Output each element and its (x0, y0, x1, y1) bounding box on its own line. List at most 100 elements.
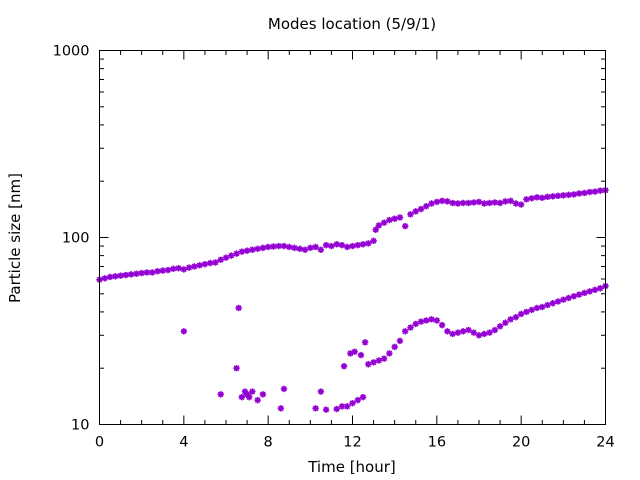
data-point (449, 199, 456, 207)
data-point (391, 215, 398, 222)
data-point (517, 201, 525, 208)
data-point (122, 271, 130, 279)
data-point (586, 188, 593, 196)
data-point (586, 288, 593, 295)
data-point (217, 391, 224, 398)
data-point (523, 196, 530, 203)
data-point (101, 275, 108, 282)
data-point (565, 294, 572, 302)
data-point (280, 385, 288, 393)
data-point (270, 243, 277, 250)
data-point (238, 393, 246, 401)
data-point (459, 199, 467, 207)
data-point (317, 246, 325, 253)
data-point (254, 396, 261, 404)
data-point (491, 199, 499, 206)
data-point (351, 348, 358, 355)
data-point (581, 289, 588, 297)
data-point (344, 403, 351, 410)
data-point (528, 306, 535, 314)
data-point (491, 326, 499, 334)
data-point (365, 240, 372, 247)
data-point (191, 263, 198, 270)
data-point (533, 304, 541, 312)
data-point (112, 273, 119, 280)
x-tick-label: 0 (95, 435, 104, 451)
data-point (412, 320, 419, 328)
data-point (333, 405, 340, 413)
data-point (502, 198, 509, 205)
data-point (312, 405, 319, 412)
data-point (570, 293, 578, 300)
data-point (196, 262, 203, 269)
axis-ticks: 0 4 8 12 16 20 24 10 100 1000 (53, 44, 615, 451)
data-point (502, 319, 509, 326)
data-point (340, 363, 348, 370)
data-point (523, 308, 530, 316)
y-tick-label: 100 (62, 231, 90, 247)
data-point (407, 324, 414, 331)
data-point (454, 329, 462, 336)
data-point (386, 216, 393, 224)
data-point (277, 405, 285, 412)
data-point (444, 198, 451, 205)
data-point (359, 241, 367, 248)
data-point (243, 247, 251, 254)
data-point (438, 197, 446, 205)
data-point (554, 192, 562, 200)
data-point (428, 200, 435, 207)
data-point (486, 199, 493, 207)
data-point (591, 188, 599, 195)
x-tick-label: 8 (264, 435, 273, 451)
data-point (243, 391, 251, 398)
data-point (539, 303, 546, 311)
data-point (312, 243, 319, 251)
data-point (481, 330, 488, 338)
plot-frame (99, 50, 606, 425)
data-point (291, 244, 298, 252)
data-point (333, 241, 340, 248)
data-point (544, 301, 551, 309)
data-point (486, 329, 493, 336)
data-point (465, 326, 472, 334)
data-point (259, 391, 267, 398)
data-point (597, 285, 604, 292)
data-point (396, 214, 404, 221)
data-point (591, 286, 599, 294)
data-point (449, 330, 456, 338)
data-point (301, 246, 309, 253)
data-point (507, 197, 514, 205)
data-point (361, 339, 369, 346)
data-point (354, 241, 361, 249)
data-point (581, 189, 588, 197)
data-point (217, 256, 224, 263)
data-point (264, 243, 272, 251)
data-point (417, 205, 425, 213)
data-point (233, 365, 240, 372)
data-point (259, 244, 267, 252)
data-point (370, 237, 377, 245)
data-point (575, 190, 583, 197)
data-point (396, 337, 404, 345)
data-point (565, 191, 572, 199)
data-point (560, 296, 567, 303)
data-point (349, 242, 356, 250)
data-point (465, 199, 472, 207)
data-point (228, 252, 235, 259)
data-point (533, 194, 541, 201)
data-point (354, 396, 361, 404)
data-point (154, 268, 161, 275)
data-point (402, 222, 409, 230)
data-point (554, 298, 562, 305)
data-point (307, 244, 314, 252)
data-point (275, 242, 282, 250)
data-point (475, 198, 483, 206)
data-point (560, 192, 567, 199)
data-point (180, 328, 188, 335)
data-point (249, 246, 256, 253)
data-point (233, 250, 240, 257)
data-point (539, 194, 546, 202)
data-point (249, 388, 256, 395)
data-point (507, 316, 514, 323)
data-point (280, 242, 288, 250)
